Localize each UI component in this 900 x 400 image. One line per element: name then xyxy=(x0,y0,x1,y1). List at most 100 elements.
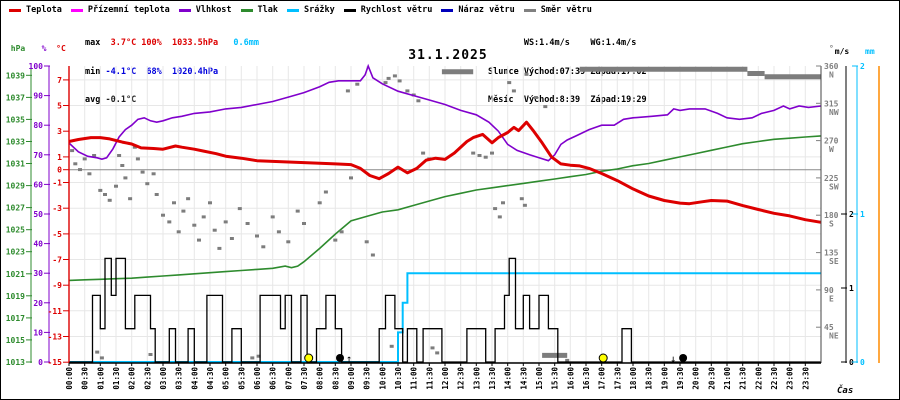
precip-axis-labels: 2 1 0 mm xyxy=(860,47,875,367)
svg-text:1013: 1013 xyxy=(6,358,25,367)
legend-item-label: Náraz větru xyxy=(458,5,515,15)
svg-text:1031: 1031 xyxy=(6,160,25,169)
svg-text:180: 180 xyxy=(824,211,839,220)
svg-text:5: 5 xyxy=(57,102,62,111)
legend-item-label: Směr větru xyxy=(540,5,592,15)
svg-text:90: 90 xyxy=(824,286,834,295)
svg-text:1021: 1021 xyxy=(6,270,25,279)
svg-text:12:30: 12:30 xyxy=(457,367,466,390)
svg-text:22:00: 22:00 xyxy=(754,367,763,390)
svg-text:14:30: 14:30 xyxy=(519,367,528,390)
svg-text:18:30: 18:30 xyxy=(645,367,654,390)
svg-text:11:00: 11:00 xyxy=(410,367,419,390)
svg-text:-13: -13 xyxy=(48,333,63,342)
chart-title: 31.1.2025 xyxy=(408,48,488,63)
svg-text:20:30: 20:30 xyxy=(707,367,716,390)
stats-max-label: max xyxy=(85,38,101,48)
svg-text:15:00: 15:00 xyxy=(535,367,544,390)
legend-color-dash xyxy=(70,8,83,12)
svg-text:13:00: 13:00 xyxy=(472,367,481,390)
time-axis xyxy=(68,362,821,366)
svg-text:%: % xyxy=(42,44,47,53)
svg-text:NW: NW xyxy=(829,108,839,117)
stats-max-row: max 3.7°C 100% 1033.5hPa 0.6mm xyxy=(85,38,260,49)
svg-text:1023: 1023 xyxy=(6,248,25,257)
legend-color-dash xyxy=(178,8,191,12)
svg-text:W: W xyxy=(829,145,834,154)
svg-text:°C: °C xyxy=(56,44,66,53)
svg-text:°: ° xyxy=(829,44,834,53)
svg-text:E: E xyxy=(829,294,834,303)
svg-text:19:30: 19:30 xyxy=(676,367,685,390)
svg-text:45: 45 xyxy=(824,323,834,332)
humidity-axis-labels: 0 10 20 30 40 50 60 70 80 90 100% xyxy=(29,44,47,367)
wind-direction-dots xyxy=(70,72,570,362)
svg-text:-9: -9 xyxy=(52,281,62,290)
stats-precip-total: 0.6mm xyxy=(218,38,260,48)
svg-text:m/s: m/s xyxy=(835,47,850,56)
svg-text:0: 0 xyxy=(860,358,865,367)
svg-text:1015: 1015 xyxy=(6,336,25,345)
svg-text:0: 0 xyxy=(849,358,854,367)
grid xyxy=(69,66,822,363)
temperature-axis-labels: 7 5 3 1 0 -1 -3 -5 -7 -9 -11 -13 -15 °C xyxy=(48,44,66,367)
svg-text:SW: SW xyxy=(829,182,839,191)
svg-text:270: 270 xyxy=(824,137,839,146)
legend-color-dash xyxy=(287,8,300,12)
svg-text:360: 360 xyxy=(824,62,839,71)
svg-text:1: 1 xyxy=(849,284,854,293)
legend-color-dash xyxy=(441,8,454,12)
svg-text:1027: 1027 xyxy=(6,204,25,213)
legend: Teplota Přízemní teplota Vlhkost Tlak Srážky… xyxy=(9,5,592,15)
wind-direction-segments xyxy=(441,66,821,358)
svg-text:03:30: 03:30 xyxy=(175,367,184,390)
svg-text:0: 0 xyxy=(57,166,62,175)
moon-markers: ↑ ↓ xyxy=(336,354,688,365)
svg-text:2: 2 xyxy=(860,62,865,71)
svg-text:-7: -7 xyxy=(52,256,62,265)
legend-item-label: Srážky xyxy=(304,5,335,15)
svg-text:1033: 1033 xyxy=(6,138,25,147)
svg-text:1035: 1035 xyxy=(6,115,25,124)
stats-avg-row: avg -0.1°C xyxy=(85,95,259,106)
stats-summary: max 3.7°C 100% 1033.5hPa 0.6mm min -4.1°… xyxy=(85,20,259,125)
svg-text:30: 30 xyxy=(33,269,43,278)
svg-text:03:00: 03:00 xyxy=(159,367,168,390)
svg-text:7: 7 xyxy=(57,76,62,85)
stats-avg-values: -0.1°C xyxy=(100,95,137,105)
svg-text:18:00: 18:00 xyxy=(629,367,638,390)
svg-text:70: 70 xyxy=(33,151,43,160)
svg-text:04:00: 04:00 xyxy=(190,367,199,390)
svg-text:12:00: 12:00 xyxy=(441,367,450,390)
humidity-axis xyxy=(44,65,50,363)
svg-text:20: 20 xyxy=(33,299,43,308)
svg-text:13:30: 13:30 xyxy=(488,367,497,390)
svg-text:06:30: 06:30 xyxy=(269,367,278,390)
svg-text:-15: -15 xyxy=(48,358,63,367)
svg-text:23:00: 23:00 xyxy=(786,367,795,390)
temperature-axis xyxy=(63,66,70,363)
svg-text:16:00: 16:00 xyxy=(566,367,575,390)
time-axis-labels: 00:00 00:30 01:00 01:30 02:00 02:30 03:00 03:30… xyxy=(65,367,853,396)
svg-text:-5: -5 xyxy=(52,230,62,239)
svg-text:SE: SE xyxy=(829,257,839,266)
svg-text:20:00: 20:00 xyxy=(692,367,701,390)
svg-text:1037: 1037 xyxy=(6,93,25,102)
svg-text:21:00: 21:00 xyxy=(723,367,732,390)
svg-text:16:30: 16:30 xyxy=(582,367,591,390)
svg-text:10:30: 10:30 xyxy=(394,367,403,390)
sun-markers xyxy=(304,353,608,363)
stats-min-values: -4.1°C 68% 1020.4hPa xyxy=(100,66,219,77)
svg-text:S: S xyxy=(829,220,834,229)
svg-text:01:30: 01:30 xyxy=(112,367,121,390)
svg-text:07:30: 07:30 xyxy=(300,367,309,390)
svg-text:3: 3 xyxy=(57,127,62,136)
svg-text:08:30: 08:30 xyxy=(331,367,340,390)
svg-text:15:30: 15:30 xyxy=(551,367,560,390)
wind-stats-line: WS:1.4m/s WG:1.4m/s xyxy=(488,38,637,48)
svg-text:1019: 1019 xyxy=(6,292,25,301)
legend-item-sr-ky: Srážky xyxy=(287,5,335,15)
svg-text:02:00: 02:00 xyxy=(128,367,137,390)
